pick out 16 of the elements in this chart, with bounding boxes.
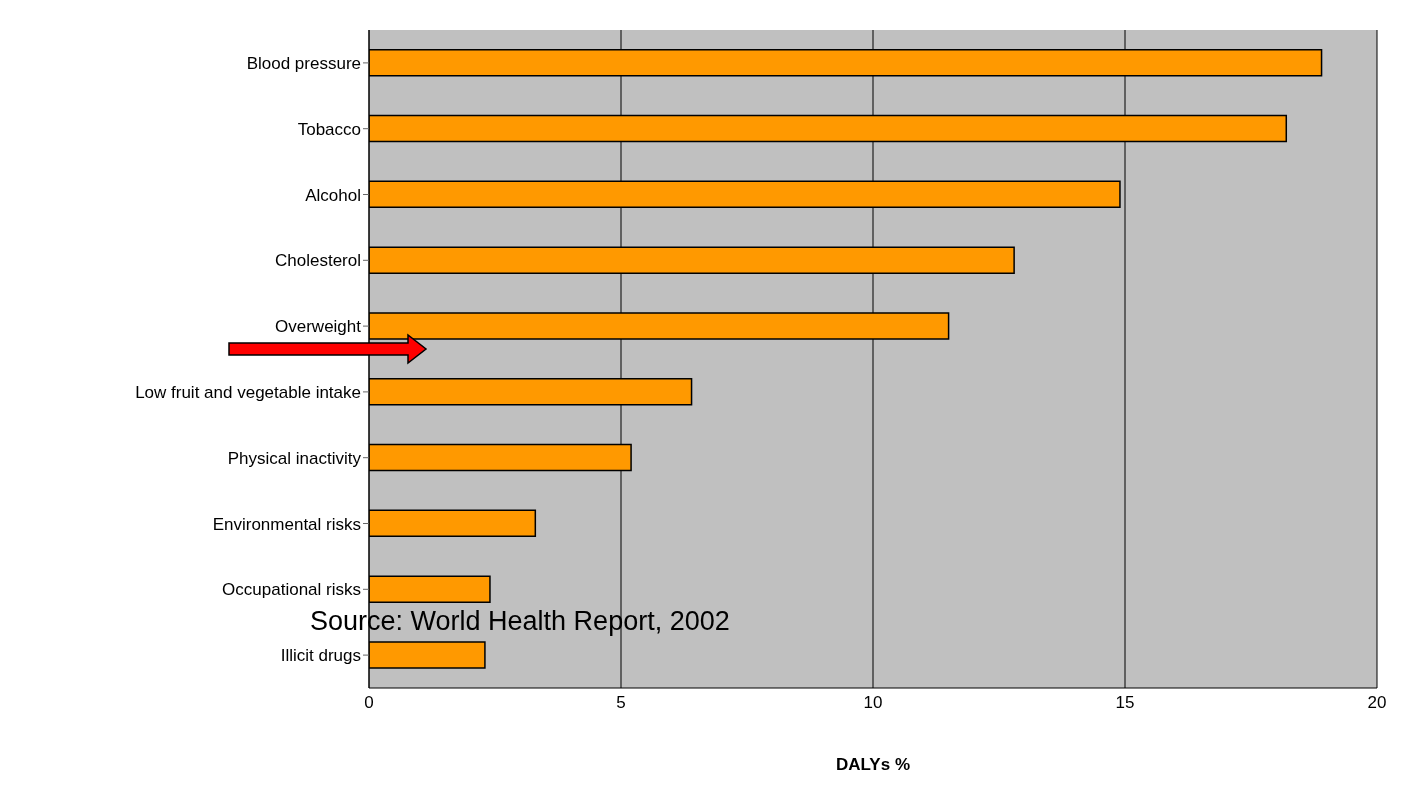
y-tick-label: Blood pressure [246,53,361,73]
y-tick-label: Cholesterol [275,251,361,271]
y-tick-label: Physical inactivity [227,448,362,468]
x-tick-label: 5 [616,693,626,713]
x-tick-label: 20 [1367,693,1387,713]
y-tick-label: Illicit drugs [280,646,361,666]
y-tick-label: Overweight [275,317,362,337]
y-tick-label: Occupational risks [222,580,361,600]
y-tick-label: Low fruit and vegetable intake [135,382,361,402]
x-axis-title: DALYs % [835,755,911,774]
x-tick-label: 0 [364,693,374,713]
y-tick-label: Environmental risks [212,514,361,534]
x-tick-label: 10 [863,693,883,713]
y-tick-label: Tobacco [297,119,361,139]
x-tick-label: 15 [1115,693,1135,713]
y-tick-label: Alcohol [305,185,361,205]
